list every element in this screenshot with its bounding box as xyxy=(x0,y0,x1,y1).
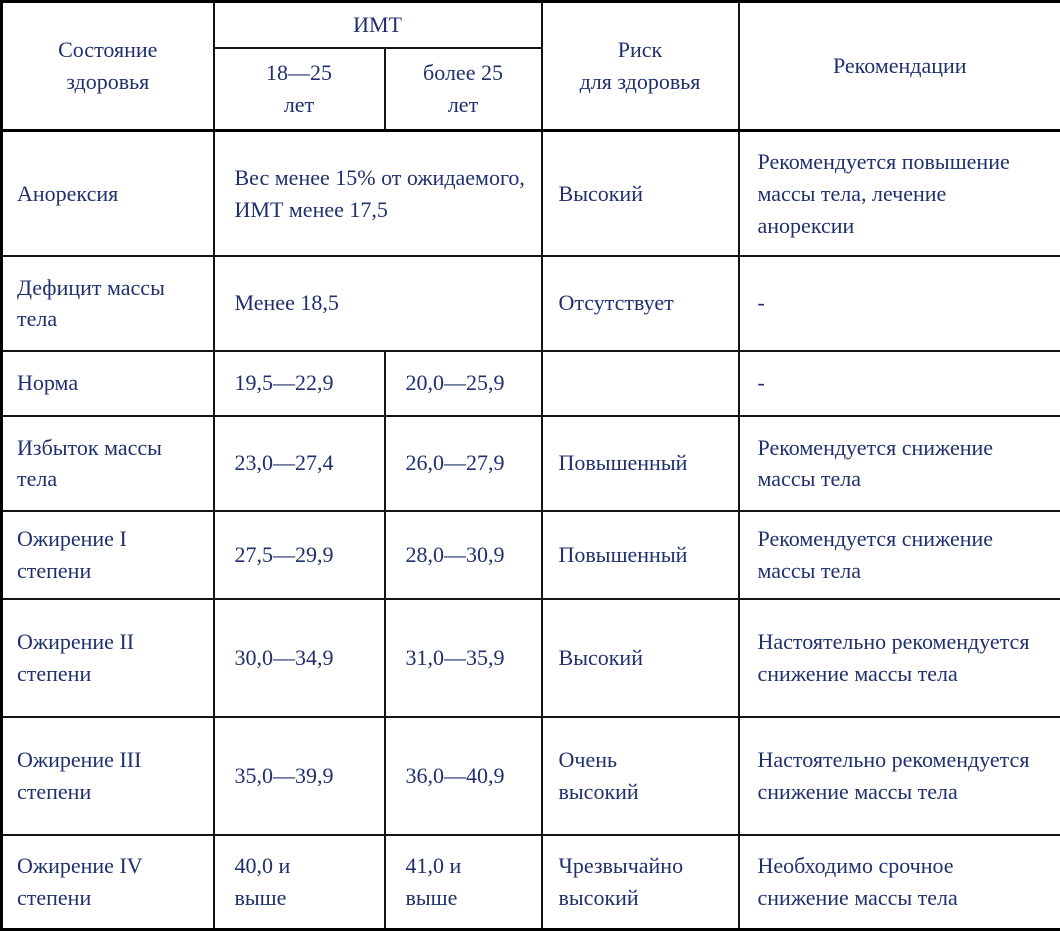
cell-bmi-span: Менее 18,5 xyxy=(214,256,542,351)
cell-state: Избыток массы тела xyxy=(2,416,214,511)
cell-state: Анорексия xyxy=(2,131,214,256)
cell-state: Ожирение IV степени xyxy=(2,835,214,930)
table-row: Дефицит массы тела Менее 18,5 Отсутствуе… xyxy=(2,256,1060,351)
cell-bmi-18-25: 30,0—34,9 xyxy=(214,599,385,717)
table-row: Ожирение IV степени 40,0 и выше 41,0 и в… xyxy=(2,835,1060,930)
table-body: Анорексия Вес менее 15% от ожидаемого, И… xyxy=(2,131,1060,930)
cell-recommendation: - xyxy=(739,351,1060,416)
header-bmi-over-25: более 25 лет xyxy=(385,48,542,131)
cell-recommendation: Настоятельно рекомендуется снижение масс… xyxy=(739,599,1060,717)
table-row: Ожирение I степени 27,5—29,9 28,0—30,9 П… xyxy=(2,511,1060,599)
table-row: Норма 19,5—22,9 20,0—25,9 - xyxy=(2,351,1060,416)
cell-risk: Высокий xyxy=(542,131,739,256)
cell-bmi-over-25: 28,0—30,9 xyxy=(385,511,542,599)
cell-recommendation: - xyxy=(739,256,1060,351)
cell-recommendation: Рекомендуется снижение массы тела xyxy=(739,416,1060,511)
cell-state: Ожирение II степени xyxy=(2,599,214,717)
cell-bmi-18-25: 35,0—39,9 xyxy=(214,717,385,835)
cell-risk: Чрезвычайно высокий xyxy=(542,835,739,930)
header-risk: Риск для здоровья xyxy=(542,2,739,131)
cell-bmi-over-25: 20,0—25,9 xyxy=(385,351,542,416)
cell-recommendation: Необходимо срочное снижение массы тела xyxy=(739,835,1060,930)
cell-bmi-over-25: 41,0 и выше xyxy=(385,835,542,930)
cell-bmi-18-25: 19,5—22,9 xyxy=(214,351,385,416)
cell-bmi-18-25: 27,5—29,9 xyxy=(214,511,385,599)
table-header: Состояние здоровья ИМТ Риск для здоровья… xyxy=(2,2,1060,131)
table-row: Избыток массы тела 23,0—27,4 26,0—27,9 П… xyxy=(2,416,1060,511)
cell-recommendation: Рекомендуется снижение массы тела xyxy=(739,511,1060,599)
header-state: Состояние здоровья xyxy=(2,2,214,131)
cell-recommendation: Рекомендуется повышение массы тела, лече… xyxy=(739,131,1060,256)
cell-bmi-over-25: 26,0—27,9 xyxy=(385,416,542,511)
cell-risk: Отсутствует xyxy=(542,256,739,351)
cell-risk xyxy=(542,351,739,416)
table-row: Ожирение III степени 35,0—39,9 36,0—40,9… xyxy=(2,717,1060,835)
header-recommendations: Рекомендации xyxy=(739,2,1060,131)
cell-state: Дефицит массы тела xyxy=(2,256,214,351)
cell-state: Ожирение III степени xyxy=(2,717,214,835)
scanned-page: Состояние здоровья ИМТ Риск для здоровья… xyxy=(0,0,1060,911)
cell-bmi-over-25: 36,0—40,9 xyxy=(385,717,542,835)
cell-bmi-over-25: 31,0—35,9 xyxy=(385,599,542,717)
cell-state: Ожирение I степени xyxy=(2,511,214,599)
cell-bmi-span: Вес менее 15% от ожидаемого, ИМТ менее 1… xyxy=(214,131,542,256)
cell-risk: Повышенный xyxy=(542,416,739,511)
header-bmi: ИМТ xyxy=(214,2,542,48)
cell-state: Норма xyxy=(2,351,214,416)
table-row: Анорексия Вес менее 15% от ожидаемого, И… xyxy=(2,131,1060,256)
cell-recommendation: Настоятельно рекомендуется снижение масс… xyxy=(739,717,1060,835)
cell-risk: Очень высокий xyxy=(542,717,739,835)
cell-risk: Повышенный xyxy=(542,511,739,599)
table-row: Ожирение II степени 30,0—34,9 31,0—35,9 … xyxy=(2,599,1060,717)
cell-risk: Высокий xyxy=(542,599,739,717)
cell-bmi-18-25: 23,0—27,4 xyxy=(214,416,385,511)
header-bmi-18-25: 18—25 лет xyxy=(214,48,385,131)
cell-bmi-18-25: 40,0 и выше xyxy=(214,835,385,930)
